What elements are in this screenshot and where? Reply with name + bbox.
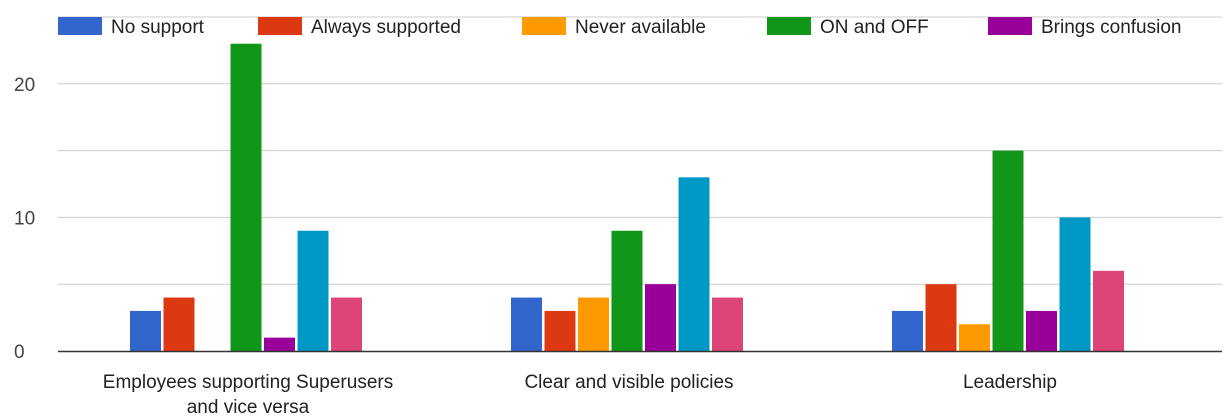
legend-item-label[interactable]: Never available bbox=[575, 17, 706, 38]
bar bbox=[645, 284, 676, 351]
legend-item-label[interactable]: No support bbox=[111, 17, 205, 38]
y-tick-label: 10 bbox=[14, 208, 35, 229]
x-category-label-line: Leadership bbox=[963, 372, 1057, 393]
bar bbox=[611, 230, 643, 351]
legend-swatch bbox=[767, 17, 811, 35]
bar bbox=[1059, 217, 1091, 351]
legend-item-label[interactable]: Always supported bbox=[311, 17, 461, 38]
bar bbox=[712, 297, 743, 351]
legend-item-label[interactable]: ON and OFF bbox=[820, 17, 929, 38]
bar bbox=[1026, 310, 1057, 351]
x-category-label-line: Employees supporting Superusers bbox=[103, 372, 393, 393]
legend-swatch bbox=[58, 17, 102, 35]
bar bbox=[925, 284, 957, 351]
y-tick-label: 20 bbox=[14, 75, 35, 96]
y-axis-ticks: 0 10 20 bbox=[14, 75, 35, 363]
bar bbox=[678, 177, 710, 351]
bar bbox=[511, 297, 542, 351]
bar bbox=[163, 297, 195, 351]
bar bbox=[544, 310, 576, 351]
bars bbox=[130, 43, 1124, 351]
bar bbox=[230, 43, 262, 351]
bar bbox=[959, 324, 990, 351]
bar bbox=[1093, 270, 1124, 351]
x-category-label-line: and vice versa bbox=[187, 397, 310, 418]
legend-swatch bbox=[522, 17, 566, 35]
y-tick-label: 0 bbox=[14, 342, 25, 363]
x-category-label: Leadership bbox=[963, 372, 1057, 393]
bar bbox=[297, 230, 329, 351]
legend-swatch bbox=[988, 17, 1032, 35]
bar bbox=[578, 297, 609, 351]
bar bbox=[264, 337, 295, 351]
bar bbox=[992, 150, 1024, 351]
legend-swatch bbox=[258, 17, 302, 35]
x-category-label-line: Clear and visible policies bbox=[524, 372, 733, 393]
legend-item-label[interactable]: Brings confusion bbox=[1041, 17, 1181, 38]
bar bbox=[130, 310, 161, 351]
legend[interactable]: No support Always supported Never availabl… bbox=[58, 17, 1181, 38]
x-axis-labels: Employees supporting Superusers and vice … bbox=[103, 372, 1057, 418]
bar bbox=[892, 310, 923, 351]
x-category-label: Employees supporting Superusers and vice … bbox=[103, 372, 393, 418]
bar bbox=[331, 297, 362, 351]
x-category-label: Clear and visible policies bbox=[524, 372, 733, 393]
